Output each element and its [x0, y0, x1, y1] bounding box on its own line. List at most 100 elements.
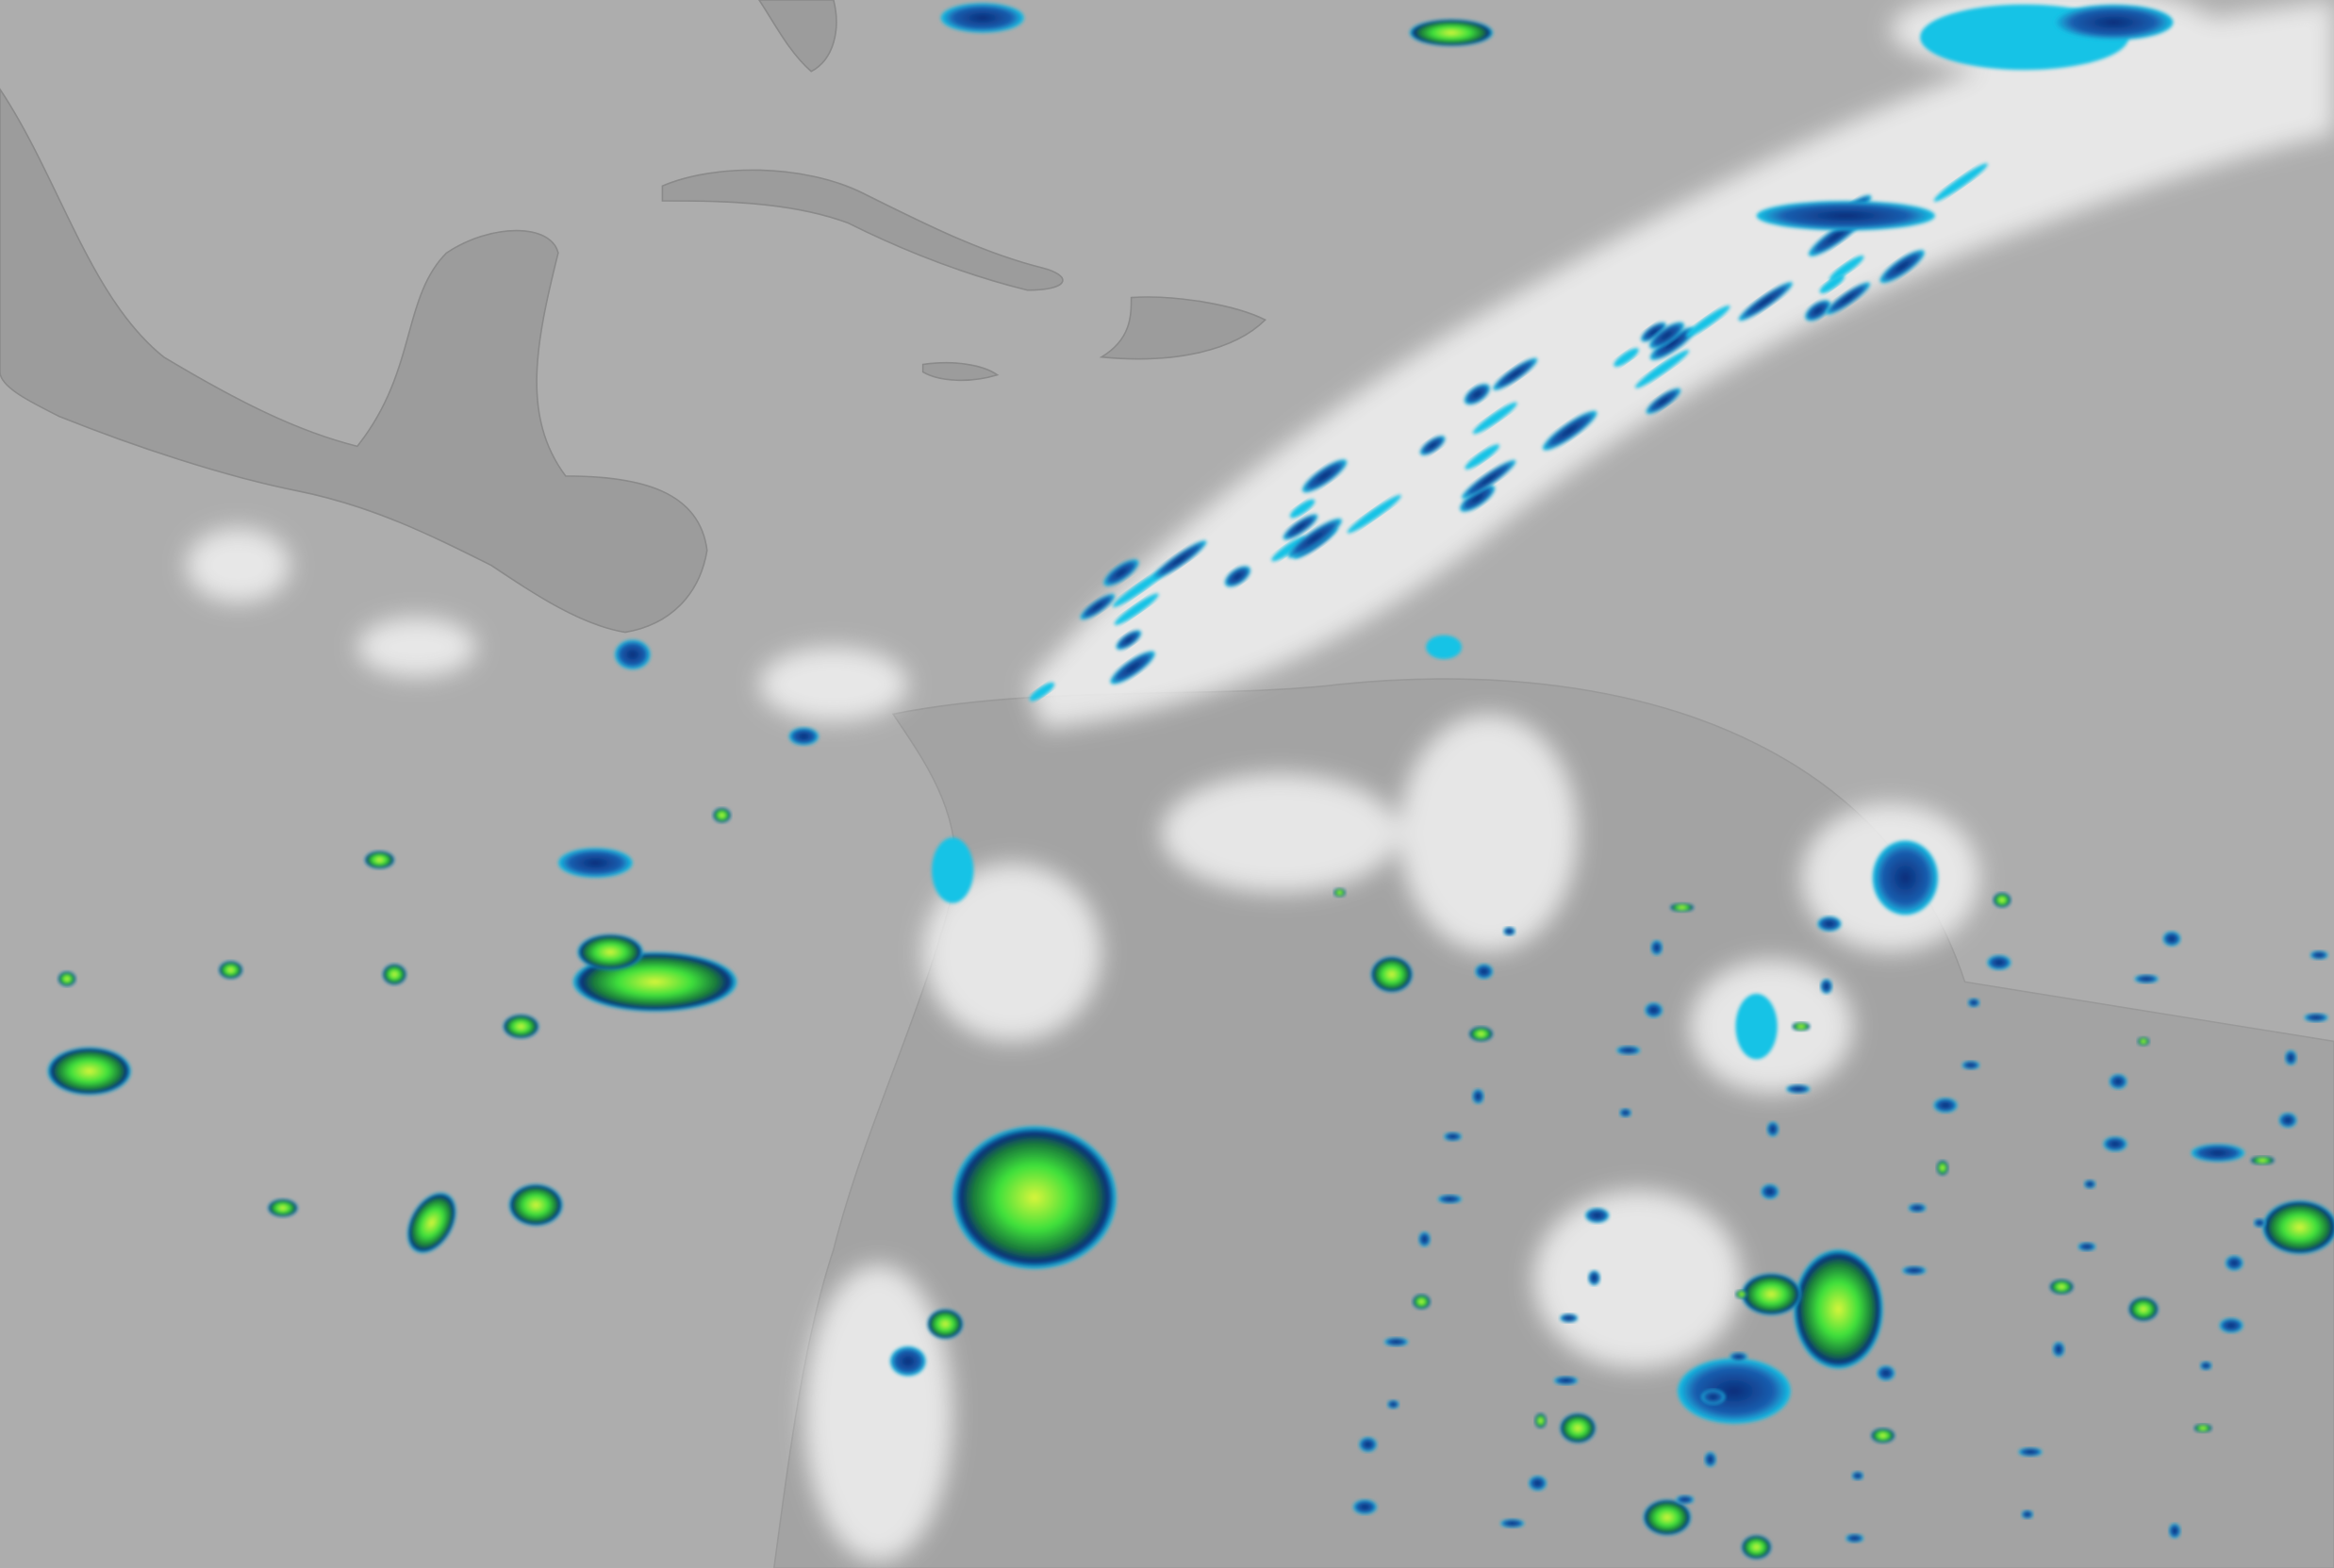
convective-cell: [1333, 887, 1346, 898]
cloud-patch: [1399, 714, 1579, 952]
convective-cell: [1741, 1273, 1801, 1315]
cold-cloud-cell: [2109, 1074, 2127, 1089]
cold-cloud-cell: [1560, 1313, 1579, 1323]
convective-cell: [1670, 902, 1695, 913]
cold-cloud-cell: [1738, 282, 1793, 322]
cold-cloud-cell: [1460, 485, 1496, 512]
convective-cell: [713, 807, 732, 823]
cold-cloud-cell: [2054, 4, 2174, 41]
cold-cloud-cell: [1224, 566, 1251, 587]
cloud-patch: [922, 863, 1102, 1042]
cold-cloud-cell: [1851, 1471, 1864, 1480]
convective-cell: [268, 1198, 298, 1217]
cold-cloud-cell: [1701, 1389, 1726, 1405]
jamaica-island: [921, 361, 1000, 382]
convective-cell: [927, 1309, 964, 1340]
convective-cell: [2137, 1036, 2150, 1047]
cold-cloud-cell: [1152, 540, 1207, 580]
cold-cloud-cell: [2304, 1013, 2328, 1022]
cold-cloud-cell: [1616, 1046, 1641, 1055]
cold-cloud-cell: [1029, 682, 1055, 701]
cold-cloud-cell: [1103, 559, 1139, 586]
convective-cell: [1370, 956, 1413, 993]
convective-cell: [1412, 1294, 1431, 1310]
cold-cloud-cell: [1634, 350, 1690, 388]
cold-cloud-cell: [557, 848, 633, 878]
cold-cloud-cell: [1902, 1265, 1927, 1276]
cold-cloud-cell: [2199, 1361, 2212, 1371]
cuba-island: [661, 169, 1064, 291]
cold-cloud-cell: [1786, 1084, 1811, 1094]
cold-cloud-cell: [1271, 536, 1306, 562]
cold-cloud-cell: [1283, 514, 1318, 540]
cold-cloud-cell: [1846, 1533, 1864, 1543]
cloud-patch: [186, 528, 290, 603]
convective-cell: [2250, 1155, 2275, 1165]
cloud-patch: [1532, 1190, 1742, 1369]
cold-cloud-cell: [1730, 1352, 1748, 1362]
cold-cloud-cell: [2191, 1144, 2245, 1163]
convective-cell: [2262, 1200, 2334, 1255]
cold-cloud-cell: [1542, 410, 1597, 451]
cold-cloud-cell: [1080, 593, 1116, 620]
cold-cloud-cell: [1472, 1088, 1484, 1104]
convective-cell: [47, 1047, 131, 1096]
cold-cloud-cell: [1114, 593, 1159, 625]
cold-cloud-cell: [2162, 931, 2181, 947]
cold-cloud-cell: [1829, 256, 1864, 281]
cold-cloud-cell: [1287, 518, 1343, 558]
cold-cloud-cell: [1461, 459, 1516, 500]
cold-cloud-cell: [2168, 1523, 2181, 1539]
cold-cloud-cell: [614, 639, 651, 670]
hispaniola-island: [1099, 296, 1267, 360]
convective-cell: [382, 964, 406, 985]
cold-cloud-cell: [2278, 1113, 2297, 1128]
convective-cell: [1792, 1021, 1811, 1032]
cold-cloud-cell: [1614, 348, 1639, 367]
cold-cloud-cell: [788, 727, 819, 746]
cold-cloud-cell: [1676, 1494, 1695, 1505]
convective-cell: [1560, 1412, 1597, 1444]
convective-cell: [1409, 19, 1494, 46]
cold-cloud-cell: [1879, 250, 1925, 284]
cold-cloud-cell: [1962, 1060, 1980, 1070]
convective-cell: [364, 850, 395, 869]
cold-cloud-cell: [1472, 402, 1517, 435]
cold-cloud-cell: [1933, 163, 1988, 202]
cloud-patch: [803, 1264, 953, 1562]
cold-cloud-cell: [2018, 1447, 2043, 1457]
cloud-patch: [356, 617, 477, 677]
convective-cell: [1794, 1249, 1883, 1369]
cold-cloud-cell: [1677, 1358, 1791, 1424]
cold-cloud-cell: [2052, 1342, 2065, 1357]
cold-cloud-cell: [1387, 1399, 1399, 1410]
cold-cloud-cell: [1872, 840, 1939, 916]
convective-cell: [508, 1183, 563, 1227]
cold-cloud-cell: [1289, 499, 1316, 519]
cold-cloud-cell: [1426, 635, 1463, 659]
cold-cloud-cell: [2134, 974, 2159, 983]
cold-cloud-cell: [1735, 993, 1778, 1060]
cold-cloud-cell: [1761, 1183, 1779, 1199]
cold-cloud-cell: [1877, 1365, 1895, 1381]
cold-cloud-cell: [2284, 1049, 2297, 1065]
cold-cloud-cell: [1503, 926, 1515, 936]
frontal-cloud-band: [1027, 0, 2334, 730]
convective-cell: [1871, 1428, 1895, 1444]
cold-cloud-cell: [1820, 979, 1833, 994]
convective-cell: [1468, 1026, 1494, 1042]
cold-cloud-cell: [1645, 1002, 1664, 1018]
cold-cloud-cell: [1756, 201, 1935, 231]
cold-cloud-cell: [1359, 1437, 1378, 1452]
cold-cloud-cell: [2225, 1255, 2243, 1271]
cold-cloud-cell: [1116, 630, 1142, 651]
cold-cloud-cell: [940, 3, 1024, 33]
convective-cell: [2128, 1296, 2159, 1322]
convective-cell: [503, 1015, 539, 1039]
convective-cell: [219, 961, 243, 980]
convective-cell: [577, 933, 643, 970]
cold-cloud-cell: [2077, 1242, 2096, 1251]
cold-cloud-cell: [1352, 1499, 1378, 1515]
cold-cloud-cell: [1529, 1476, 1548, 1491]
